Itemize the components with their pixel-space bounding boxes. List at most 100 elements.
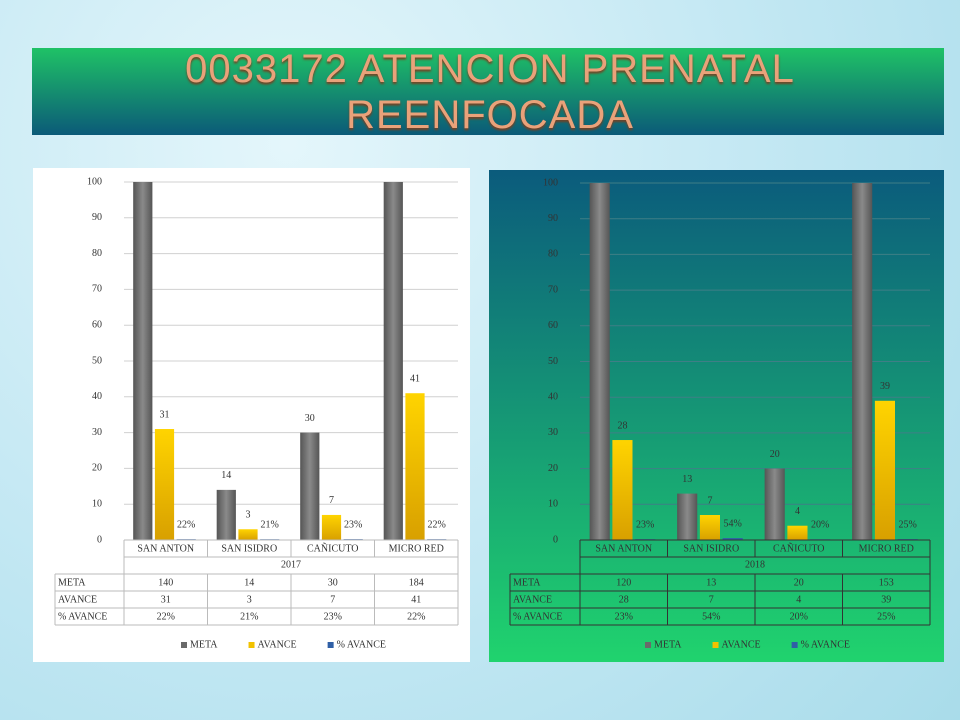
y-tick-label: 90 [548,213,558,224]
table-cell: 184 [409,577,424,588]
table-row-label: META [58,577,86,588]
table-cell: 23% [615,611,633,622]
x-tick-label: CAÑICUTO [773,542,824,554]
legend-swatch [181,642,187,648]
y-tick-label: 50 [92,355,102,366]
bar [383,182,403,540]
y-tick-label: 0 [553,534,558,545]
table-cell: 23% [324,611,342,622]
bar [722,538,743,540]
bar [238,529,258,540]
table-cell: 22% [157,611,175,622]
data-label: 4 [795,506,800,517]
y-tick-label: 70 [548,284,558,295]
slide-title: 0033172 ATENCION PRENATAL REENFOCADA [185,47,795,137]
table-cell: 120 [616,577,631,588]
table-cell: 153 [879,577,894,588]
data-label: 7 [707,495,712,506]
table-row-label: AVANCE [513,594,552,605]
data-label: 23% [636,519,654,530]
legend-swatch [248,642,255,648]
table-cell: 31 [161,594,171,605]
legend-label: AVANCE [258,639,297,650]
bar [321,514,342,540]
y-tick-label: 20 [548,463,558,474]
y-tick-label: 30 [548,427,558,438]
data-label: 39 [880,381,890,392]
bar [874,400,895,540]
table-cell: 13 [706,577,716,588]
y-tick-label: 60 [548,320,558,331]
table-cell: 30 [328,577,338,588]
x-axis-label: 2017 [281,559,301,570]
x-tick-label: SAN ANTON [137,543,194,554]
x-tick-label: MICRO RED [389,543,444,554]
table-row-label: META [513,577,541,588]
title-band [32,48,944,135]
y-tick-label: 80 [92,248,102,259]
table-cell: 20 [794,577,804,588]
data-label: 25% [899,519,917,530]
data-label: 3 [245,510,250,521]
y-tick-label: 40 [548,391,558,402]
table-cell: 28 [619,594,629,605]
bar [589,183,610,540]
table-cell: 7 [330,594,335,605]
y-tick-label: 0 [97,534,102,545]
y-tick-label: 80 [548,249,558,260]
table-cell: 21% [240,611,258,622]
x-tick-label: SAN ISIDRO [683,543,739,554]
y-tick-label: 90 [92,212,102,223]
legend-label: AVANCE [722,639,761,650]
legend-swatch [791,642,798,648]
y-tick-label: 40 [92,391,102,402]
data-label: 31 [159,409,169,420]
data-label: 28 [617,420,627,431]
y-tick-label: 70 [92,284,102,295]
data-label: 14 [221,470,231,481]
x-tick-label: MICRO RED [859,543,914,554]
data-label: 23% [344,519,362,530]
legend-label: % AVANCE [801,639,850,650]
y-tick-label: 10 [92,498,102,509]
bar [300,432,320,540]
plot [133,182,447,540]
data-label: 13 [682,474,692,485]
plot [589,183,918,540]
bar [216,489,236,540]
table-cell: 4 [796,594,801,605]
y-tick-label: 100 [543,177,558,188]
x-axis-label: 2018 [745,559,765,570]
bar [699,515,720,540]
legend-label: META [190,639,218,650]
table-cell: 20% [790,611,808,622]
bar [852,183,873,540]
data-label: 54% [724,518,742,529]
bar [612,440,633,540]
data-label: 30 [305,413,315,424]
table-cell: 41 [411,594,421,605]
table-cell: 39 [881,594,891,605]
data-label: 20 [770,449,780,460]
legend-swatch [327,642,334,648]
table-cell: 7 [709,594,714,605]
y-tick-label: 100 [87,176,102,187]
data-label: 20% [811,520,829,531]
y-tick-label: 20 [92,463,102,474]
data-label: 21% [261,520,279,531]
table-cell: 14 [244,577,254,588]
bar [405,393,425,540]
bar [133,182,153,540]
bar [154,429,175,540]
bar [764,468,785,540]
table-row-label: % AVANCE [513,611,562,622]
x-tick-label: SAN ANTON [595,543,652,554]
data-label: 7 [329,495,334,506]
table-cell: 140 [158,577,173,588]
y-tick-label: 30 [92,427,102,438]
y-tick-label: 60 [92,319,102,330]
data-label: 22% [177,520,195,531]
legend-label: % AVANCE [337,639,386,650]
